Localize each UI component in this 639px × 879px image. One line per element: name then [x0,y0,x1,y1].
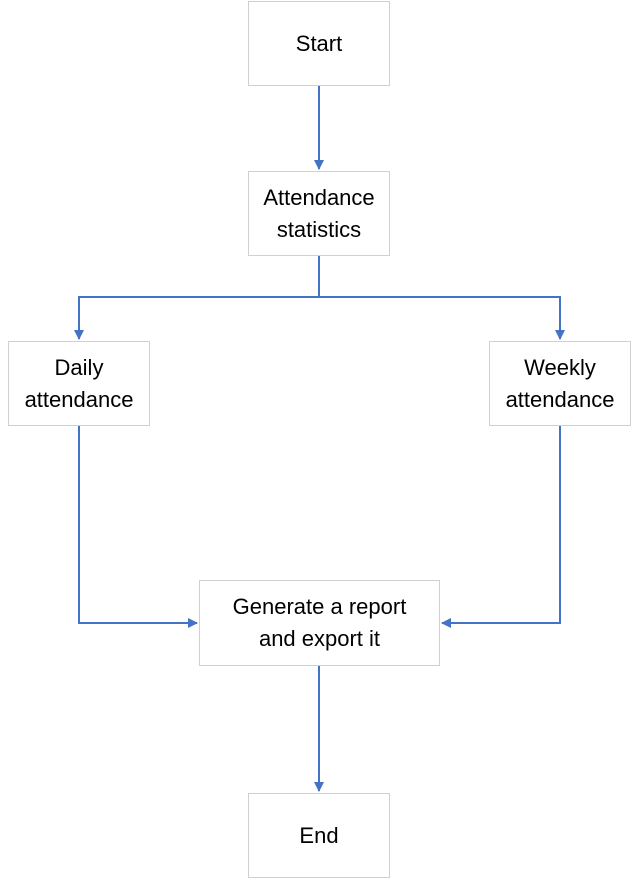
generate-report-label: Generate a report and export it [232,594,407,651]
edge-weekly-to-report [441,426,561,628]
weekly-attendance-node: Weekly attendance [489,341,631,426]
edge-stats-to-daily [74,256,320,340]
generate-report-node: Generate a report and export it [199,580,440,666]
edge-stats-to-weekly [319,296,565,340]
end-label: End [299,822,339,848]
daily-attendance-label: Daily attendance [24,354,134,412]
edge-daily-to-report [78,426,198,628]
weekly-attendance-label: Weekly attendance [505,354,615,412]
attendance-statistics-node: Attendance statistics [248,171,390,256]
start-node: Start [248,1,390,86]
attendance-statistics-label: Attendance statistics [263,184,375,242]
daily-attendance-node: Daily attendance [8,341,150,426]
start-label: Start [295,30,343,56]
end-node: End [248,793,390,878]
